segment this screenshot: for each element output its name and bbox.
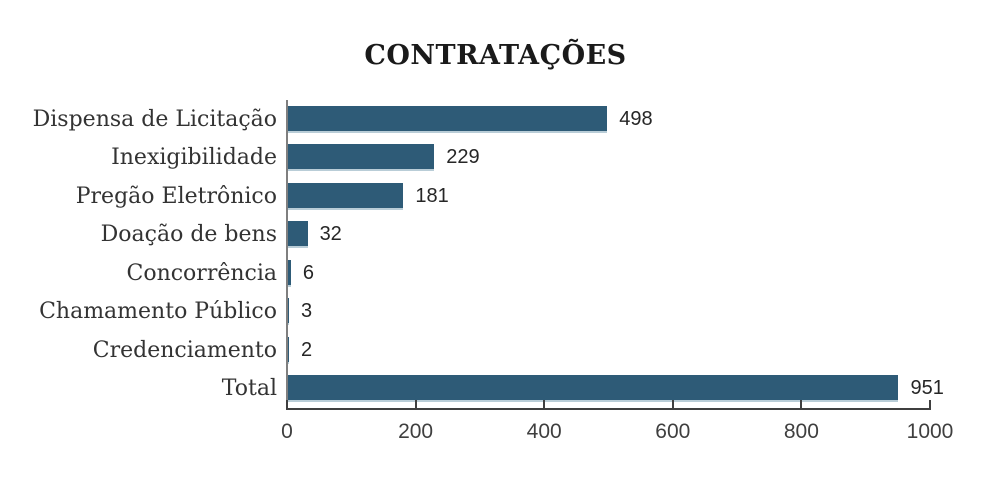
- bar: [287, 259, 291, 287]
- x-tick-label: 1000: [906, 420, 954, 443]
- x-tick-label: 400: [526, 420, 562, 443]
- category-label: Credenciamento: [92, 337, 277, 363]
- category-label: Inexigibilidade: [111, 145, 277, 171]
- value-label: 498: [619, 107, 653, 130]
- bar-track: 2: [287, 331, 970, 370]
- bar-track: 3: [287, 293, 970, 332]
- bar-row: Concorrência 6: [10, 254, 970, 293]
- value-label: 951: [910, 377, 944, 400]
- value-label: 229: [446, 146, 480, 169]
- bar-track: 498: [287, 100, 970, 139]
- bar-row: Inexigibilidade 229: [10, 139, 970, 178]
- bar-row: Total 951: [10, 370, 970, 409]
- value-label: 6: [302, 261, 314, 284]
- bar-row: Chamamento Público 3: [10, 293, 970, 332]
- bar-row: Dispensa de Licitação 498: [10, 100, 970, 139]
- bar-rows: Dispensa de Licitação 498 Inexigibilidade 2…: [10, 100, 970, 408]
- bar-row: Pregão Eletrônico 181: [10, 177, 970, 216]
- bar: [287, 375, 899, 403]
- bar-track: 6: [287, 254, 970, 293]
- bar-row: Doação de bens 32: [10, 216, 970, 255]
- x-tick-label: 600: [655, 420, 691, 443]
- x-tick-label: 200: [398, 420, 434, 443]
- bar-track: 32: [287, 216, 970, 255]
- value-label: 3: [301, 300, 313, 323]
- bar: [287, 298, 289, 326]
- value-label: 181: [415, 184, 449, 207]
- category-label: Pregão Eletrônico: [75, 183, 277, 209]
- bar-track: 951: [287, 370, 970, 409]
- x-tick-label: 0: [281, 420, 293, 443]
- category-label: Concorrência: [126, 260, 277, 286]
- x-axis-line: [286, 408, 931, 410]
- bar: [287, 221, 308, 249]
- category-label: Dispensa de Licitação: [32, 106, 277, 132]
- bar: [287, 336, 289, 364]
- category-label: Total: [221, 376, 277, 402]
- bar: [287, 144, 435, 172]
- chart-title: CONTRATAÇÕES: [364, 40, 627, 71]
- value-label: 2: [301, 338, 313, 361]
- bar-track: 181: [287, 177, 970, 216]
- bar: [287, 105, 608, 133]
- category-label: Doação de bens: [100, 222, 277, 248]
- x-tick-label: 800: [783, 420, 819, 443]
- bar: [287, 182, 404, 210]
- bar-row: Credenciamento 2: [10, 331, 970, 370]
- bar-track: 229: [287, 139, 970, 178]
- value-label: 32: [319, 223, 342, 246]
- category-label: Chamamento Público: [39, 299, 277, 325]
